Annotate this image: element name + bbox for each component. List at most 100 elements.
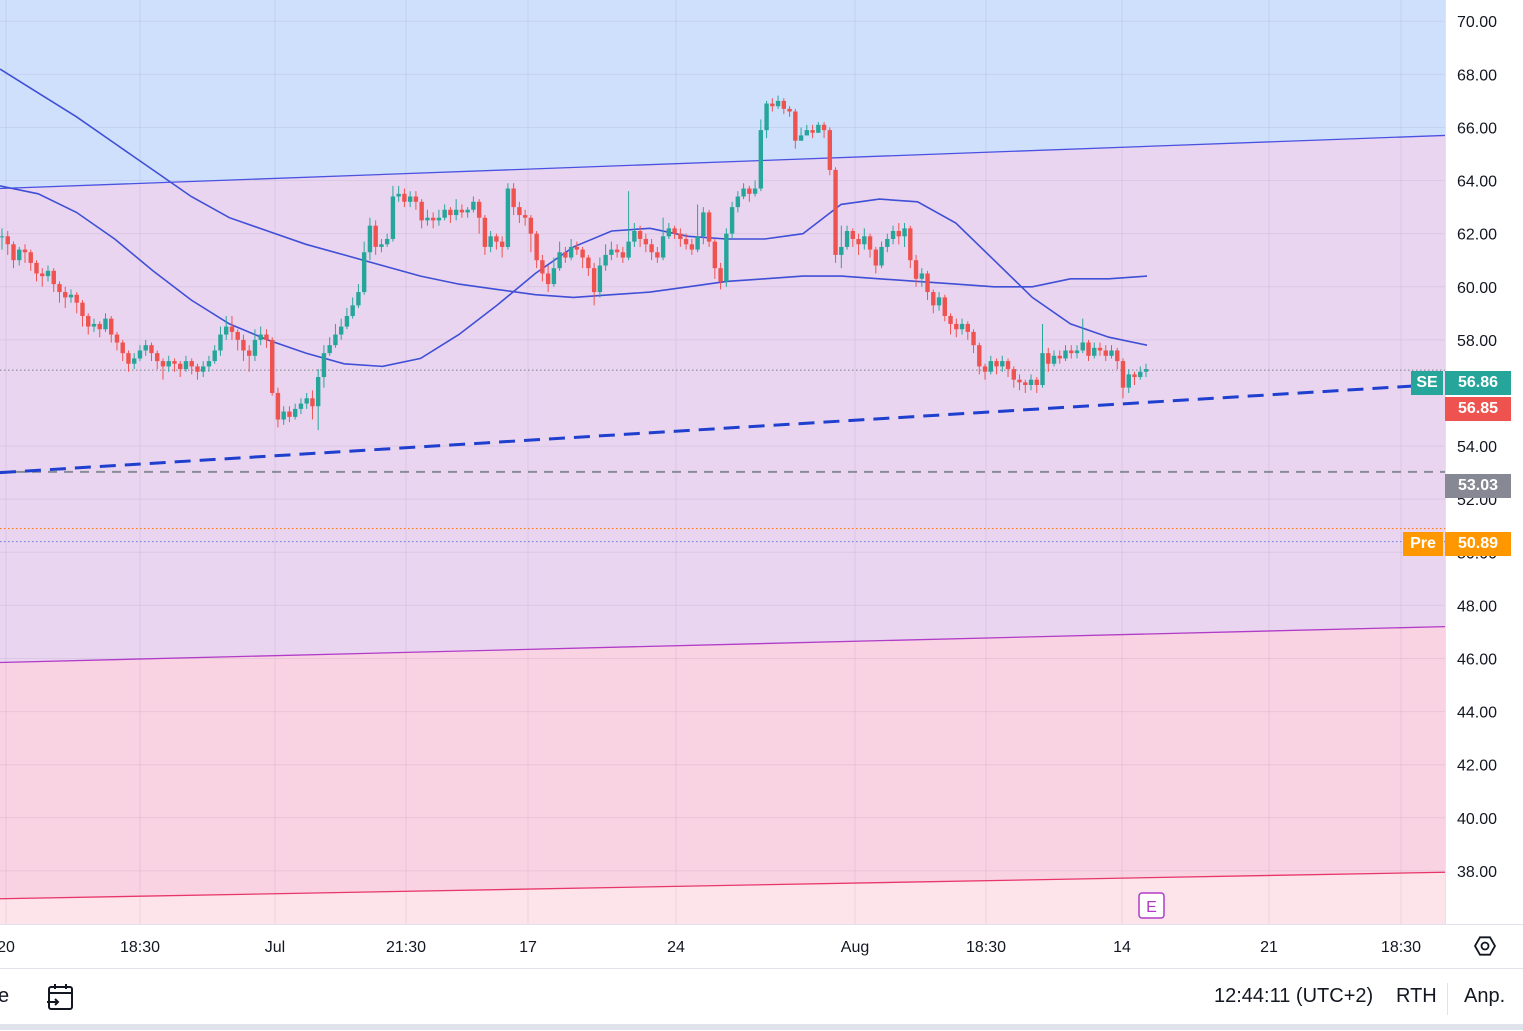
- candle-body: [844, 231, 850, 247]
- candle-body: [833, 169, 838, 255]
- gear-icon[interactable]: [1473, 936, 1497, 956]
- event-marker-box[interactable]: [1138, 892, 1165, 919]
- candle-body: [407, 196, 413, 202]
- candle-body: [476, 201, 482, 218]
- gear-outline[interactable]: [1473, 936, 1497, 956]
- gear-center[interactable]: [1480, 941, 1490, 951]
- x-tick-label: 18:30: [1381, 939, 1421, 956]
- dashed-trendline[interactable]: [0, 383, 1431, 475]
- candle-body: [178, 363, 183, 370]
- candle-body: [936, 297, 942, 306]
- y-tick-label: 58.00: [1457, 333, 1497, 350]
- candle-body: [120, 342, 125, 354]
- time-axis[interactable]: [0, 924, 1523, 968]
- candle-body: [304, 398, 309, 404]
- candle-body: [430, 217, 436, 221]
- candle-body: [499, 241, 505, 247]
- clock-timezone[interactable]: 12:44:11 (UTC+2): [1214, 985, 1374, 1007]
- price-axis[interactable]: [1445, 0, 1523, 924]
- candle-body: [643, 238, 649, 245]
- candle-body: [1074, 350, 1080, 354]
- candle-body: [925, 273, 930, 293]
- candle-body: [1097, 347, 1103, 351]
- candle-body: [1109, 350, 1114, 356]
- candle-body: [1046, 353, 1051, 364]
- candle-body: [333, 334, 338, 346]
- y-tick-label: 48.00: [1457, 598, 1497, 615]
- candle-body: [384, 238, 390, 245]
- candle-body: [597, 265, 603, 293]
- candle-body: [522, 215, 528, 218]
- candle-body: [1092, 347, 1097, 356]
- candle-body: [1069, 350, 1074, 354]
- candle-body: [1051, 355, 1057, 364]
- candle-body: [712, 241, 718, 269]
- scale-toggle[interactable]: Anp.: [1464, 985, 1506, 1007]
- candle-body: [356, 292, 361, 306]
- candle-body: [206, 361, 212, 367]
- y-tick-label: 46.00: [1457, 651, 1497, 668]
- candle-body: [545, 273, 551, 285]
- candle-body: [373, 225, 378, 247]
- y-tick-label: 42.00: [1457, 758, 1497, 775]
- candle-body: [764, 103, 769, 131]
- candle-body: [425, 217, 430, 221]
- candle-body: [436, 217, 442, 221]
- candle-body: [448, 209, 453, 216]
- candle-body: [804, 130, 810, 136]
- candle-body: [68, 294, 74, 298]
- x-tick-label: Aug: [841, 939, 869, 956]
- candle-body: [224, 326, 229, 335]
- bottom-strip: [0, 1024, 1523, 1030]
- candle-body: [402, 193, 407, 202]
- candle-body: [1034, 379, 1039, 385]
- candle-body: [655, 252, 660, 258]
- candle-body: [74, 294, 79, 303]
- candle-body: [172, 361, 177, 364]
- candle-body: [919, 273, 924, 279]
- candle-body: [793, 111, 798, 141]
- candle-body: [442, 209, 447, 218]
- candle-body: [873, 249, 879, 266]
- candle-body: [505, 188, 511, 247]
- candle-body: [649, 244, 654, 253]
- candle-body: [201, 366, 206, 372]
- candle-body: [195, 366, 200, 372]
- calendar-range-icon[interactable]: [44, 981, 76, 1013]
- candle-body: [114, 334, 120, 343]
- candle-body: [798, 135, 804, 141]
- candle-body: [413, 196, 419, 202]
- chart-area[interactable]: E 70.00 68.00 66.00 64.00 62.00 60.00 58.00 54.0…: [0, 0, 1523, 968]
- ma-long-line: [0, 68, 1148, 299]
- x-tick-label: 24: [667, 939, 685, 956]
- candle-body: [91, 323, 97, 327]
- last-price-tag: 56.86: [1445, 371, 1511, 395]
- candle-body: [683, 238, 689, 245]
- price-chart[interactable]: E 70.00 68.00 66.00 64.00 62.00 60.00 58.00 54.0…: [0, 0, 1523, 968]
- candle-body: [132, 358, 137, 364]
- candle-body: [591, 268, 597, 293]
- candle-body: [212, 350, 217, 362]
- pre-price-tag: 50.89: [1445, 532, 1511, 556]
- candle-body: [361, 252, 367, 293]
- channel-line-upper: [0, 134, 1446, 190]
- candle-body: [310, 398, 315, 407]
- zone-bottom-zone: [0, 872, 1445, 924]
- candle-body: [1005, 361, 1011, 370]
- candle-body: [931, 292, 936, 306]
- candle-body: [218, 334, 223, 351]
- candle-body: [160, 361, 166, 367]
- candle-body: [344, 315, 350, 327]
- candle-body: [269, 339, 275, 393]
- candle-body: [678, 233, 683, 239]
- range-label-partial[interactable]: e: [0, 985, 10, 1007]
- earnings-event-marker[interactable]: E: [1138, 892, 1165, 919]
- session-toggle[interactable]: RTH: [1396, 985, 1437, 1007]
- candle-body: [137, 350, 143, 359]
- candle-body: [637, 231, 643, 239]
- candle-body: [954, 323, 959, 330]
- candle-body: [494, 236, 499, 242]
- zone-lower-zone: [0, 626, 1445, 899]
- candle-body: [258, 334, 263, 340]
- candle-body: [862, 236, 867, 245]
